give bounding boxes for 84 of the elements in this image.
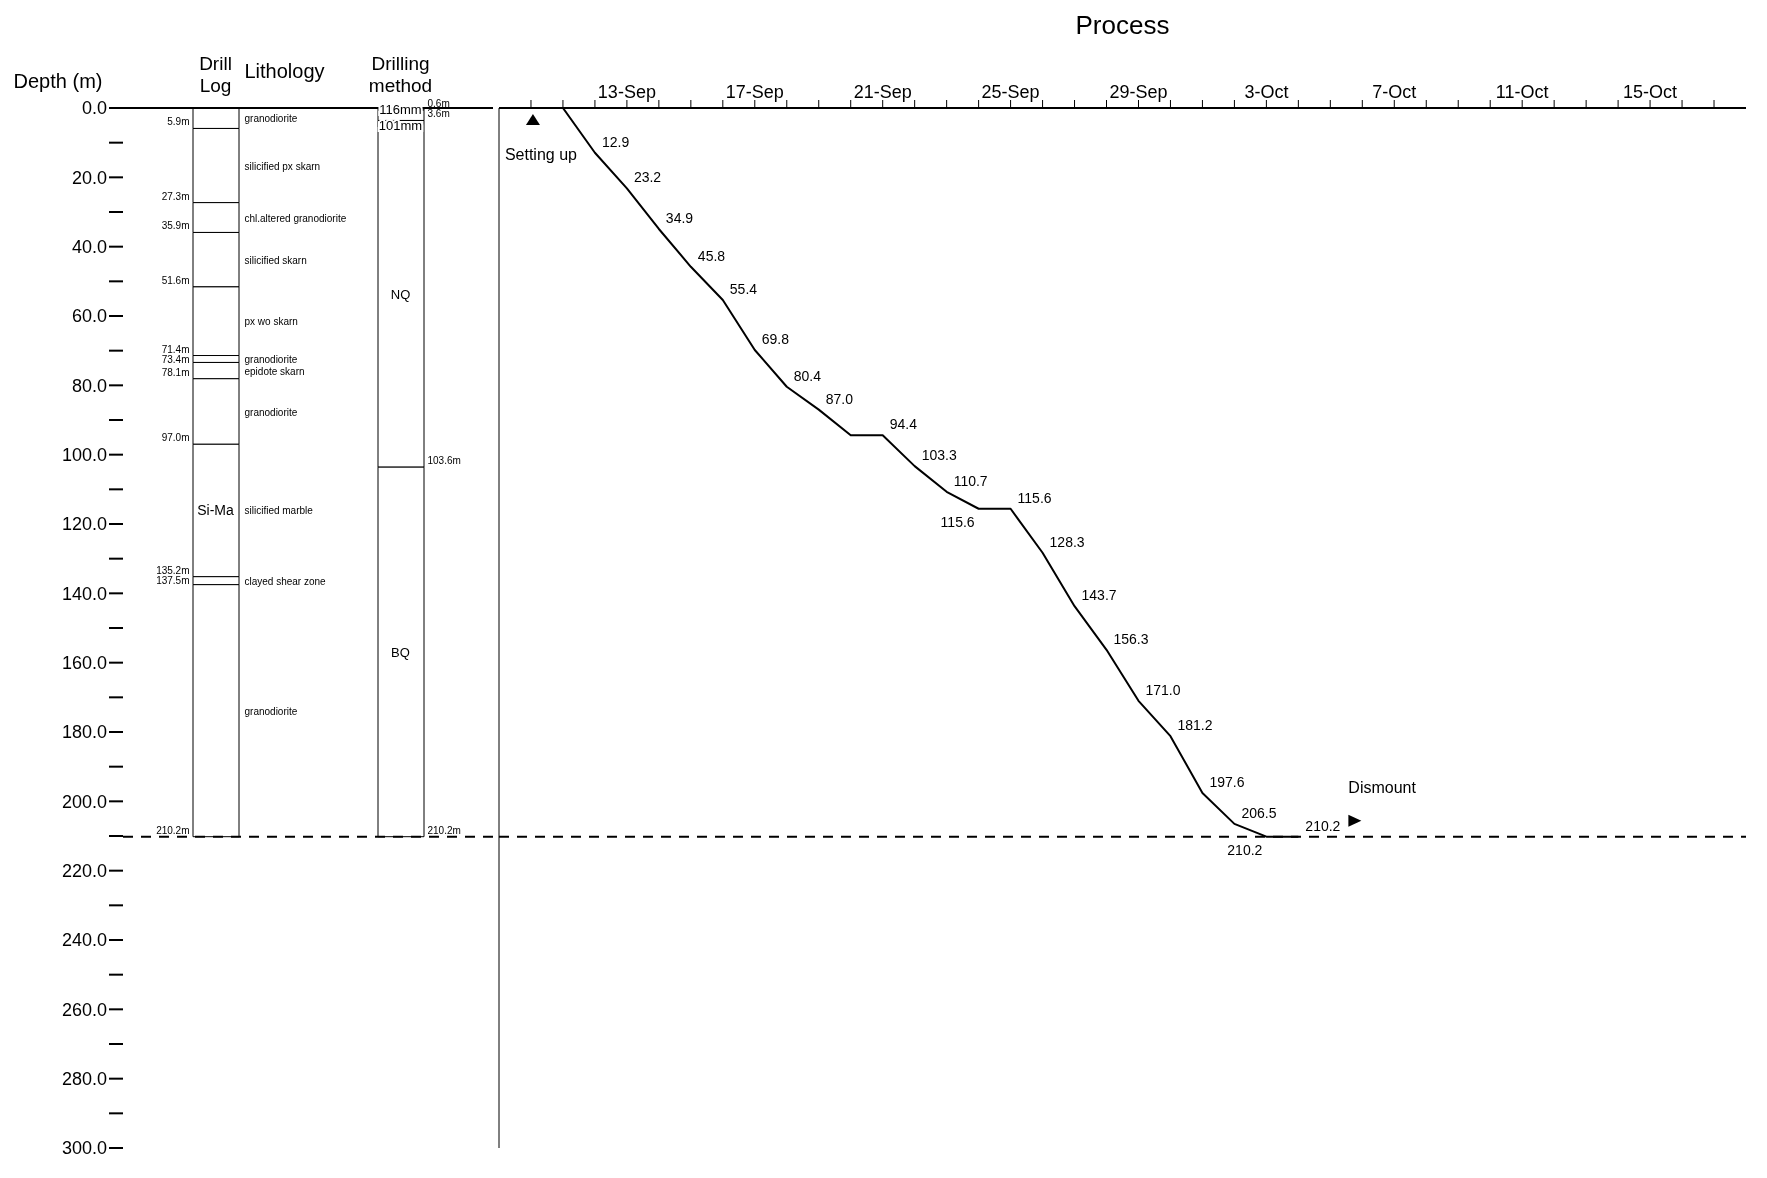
data-label: 12.9 xyxy=(601,133,630,150)
x-tick-label: 29-Sep xyxy=(1109,82,1168,102)
data-label: 197.6 xyxy=(1209,774,1245,791)
annotation: 27.3m xyxy=(161,190,190,202)
data-label: 45.8 xyxy=(697,247,726,264)
annotation: 0.6m xyxy=(427,98,450,110)
series-label: chl.altered granodiorite xyxy=(244,212,347,224)
data-label: 103.3 xyxy=(921,447,957,464)
annotation: 5.9m xyxy=(167,116,190,128)
annotation: 210.2m xyxy=(427,824,461,836)
annotation: 137.5m xyxy=(156,574,190,586)
y-tick-label: 300.0 xyxy=(61,1138,107,1159)
data-label: Si-Ma xyxy=(197,502,234,519)
series-label: clayed shear zone xyxy=(244,575,327,587)
x-tick-label: Drilling method xyxy=(368,53,433,96)
y-tick-label: 40.0 xyxy=(71,237,107,258)
annotation: 210.2m xyxy=(156,824,190,836)
annotation: 78.1m xyxy=(161,366,190,378)
series-label: silicified skarn xyxy=(244,254,307,266)
data-label: 80.4 xyxy=(793,367,822,384)
y-tick-label: 100.0 xyxy=(61,445,107,466)
data-label: 55.4 xyxy=(729,281,758,298)
annotation: 135.2m xyxy=(156,564,190,576)
y-tick-label: 240.0 xyxy=(61,930,107,951)
series-label: BQ xyxy=(391,644,410,660)
x-tick-label: 7-Oct xyxy=(1372,82,1417,102)
data-label: 206.5 xyxy=(1241,804,1277,821)
x-tick-label: 11-Oct xyxy=(1495,82,1549,102)
series-label: silicified marble xyxy=(244,505,314,517)
y-tick-label: 160.0 xyxy=(61,653,107,674)
annotation: 3.6m xyxy=(427,108,450,120)
series-label: granodiorite xyxy=(244,705,298,717)
y-tick-label: 120.0 xyxy=(61,514,107,535)
series-label: silicified px skarn xyxy=(244,160,321,172)
data-label: 171.0 xyxy=(1145,681,1181,698)
annotation: 71.4m xyxy=(161,343,190,355)
series-label: epidote skarn xyxy=(244,365,305,377)
data-label: 87.0 xyxy=(825,390,854,407)
annotation: 35.9m xyxy=(161,220,190,232)
series-label: granodiorite xyxy=(244,406,298,418)
series-label: granodiorite xyxy=(244,113,298,125)
y-tick-label: 200.0 xyxy=(61,791,107,812)
x-tick-label: 3-Oct xyxy=(1244,82,1289,102)
data-label: 128.3 xyxy=(1049,533,1085,550)
y-tick-label: 260.0 xyxy=(61,999,107,1020)
y-tick-label: 220.0 xyxy=(61,861,107,882)
annotation: Setting up xyxy=(504,146,578,163)
series-label: px wo skarn xyxy=(244,316,298,328)
y-tick-label: 180.0 xyxy=(61,722,107,743)
data-label: 115.6 xyxy=(940,513,975,530)
y-axis-title: Depth (m) xyxy=(13,70,103,92)
data-label: 143.7 xyxy=(1081,587,1117,604)
x-tick-label: 15-Oct xyxy=(1623,82,1678,102)
series-label: granodiorite xyxy=(244,353,298,365)
data-label: 94.4 xyxy=(889,416,918,433)
x-tick-label: 13-Sep xyxy=(597,82,656,102)
annotation: 97.0m xyxy=(161,432,190,444)
data-label: 210.2 xyxy=(1305,817,1341,834)
y-tick-label: 60.0 xyxy=(71,306,107,327)
chart-title: Process xyxy=(1075,10,1170,40)
y-tick-label: 80.0 xyxy=(71,375,107,396)
legend-title: Lithology xyxy=(244,60,325,82)
x-tick-label: 21-Sep xyxy=(853,82,912,102)
y-tick-label: 140.0 xyxy=(61,583,107,604)
series-label: NQ xyxy=(390,286,411,302)
y-tick-label: 280.0 xyxy=(61,1069,107,1090)
data-label: 69.8 xyxy=(761,330,790,347)
annotation: 73.4m xyxy=(161,353,190,365)
x-tick-label: Drill Log xyxy=(199,53,232,96)
data-label: 156.3 xyxy=(1113,630,1149,647)
data-label: 110.7 xyxy=(953,472,988,489)
x-tick-label: 25-Sep xyxy=(981,82,1040,102)
data-label: 210.2 xyxy=(1227,841,1263,858)
y-tick-label: 20.0 xyxy=(71,167,107,188)
annotation: 51.6m xyxy=(161,274,190,286)
data-label: 181.2 xyxy=(1177,717,1213,734)
y-tick-label: 0.0 xyxy=(81,98,107,119)
data-label: 34.9 xyxy=(665,209,694,226)
x-tick-label: 17-Sep xyxy=(725,82,784,102)
series-label: 101mm xyxy=(378,118,423,134)
annotation: Dismount xyxy=(1348,778,1417,796)
data-label: 115.6 xyxy=(1017,489,1052,506)
annotation: 103.6m xyxy=(427,455,461,467)
data-label: 23.2 xyxy=(633,169,662,186)
